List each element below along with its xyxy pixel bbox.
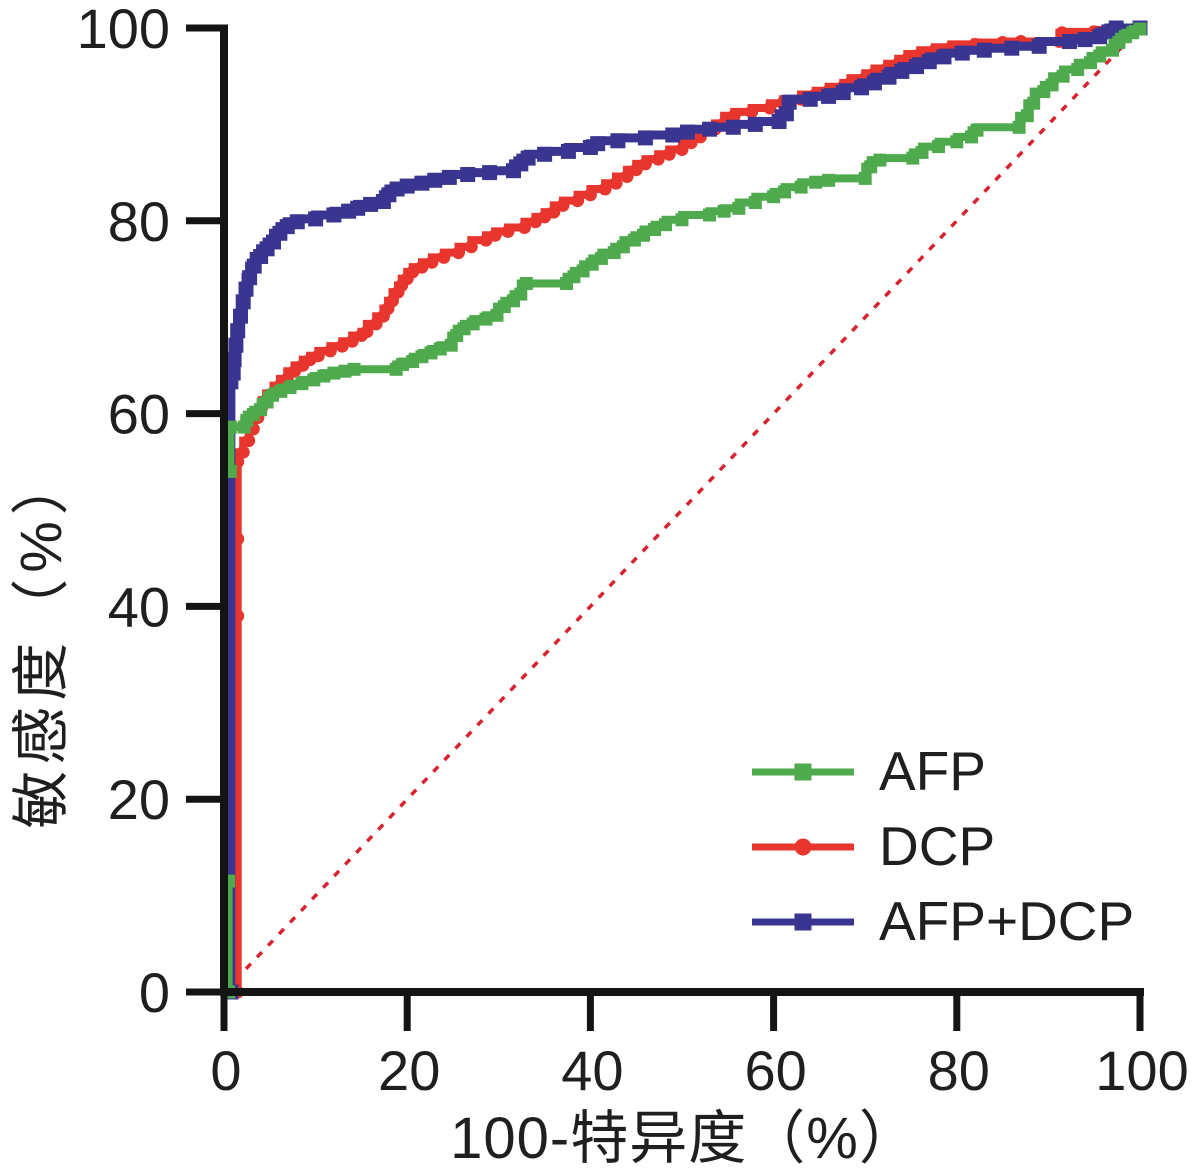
y-tick-label-80: 80 bbox=[108, 190, 170, 253]
legend-item-1: DCP bbox=[752, 809, 1134, 884]
legend-label-afp: AFP bbox=[879, 740, 986, 802]
y-tick-label-100: 100 bbox=[77, 0, 170, 60]
y-axis-title: 敏感度（%） bbox=[9, 451, 74, 829]
y-tick-label-40: 40 bbox=[108, 575, 170, 638]
legend-swatch-afp bbox=[752, 761, 854, 783]
afp-dcp-markers bbox=[223, 20, 1148, 1000]
y-tick-label-0: 0 bbox=[139, 961, 170, 1024]
reference-diagonal-line bbox=[222, 26, 1142, 994]
legend-item-0: AFP bbox=[752, 734, 1134, 809]
x-axis-title: 100-特异度（%） bbox=[450, 1106, 918, 1171]
y-tick-label-60: 60 bbox=[108, 383, 170, 446]
x-tick-label-40: 40 bbox=[561, 1039, 623, 1102]
afp-markers bbox=[222, 22, 1147, 999]
x-tick-label-100: 100 bbox=[1095, 1039, 1188, 1102]
x-tick-label-0: 0 bbox=[210, 1039, 241, 1102]
square-marker-icon bbox=[794, 913, 812, 930]
legend-label-dcp: DCP bbox=[879, 815, 996, 877]
legend-swatch-afp-dcp bbox=[752, 911, 854, 933]
square-marker-icon bbox=[794, 763, 812, 780]
circle-marker-icon bbox=[794, 838, 812, 855]
x-tick-label-60: 60 bbox=[744, 1039, 806, 1102]
y-tick-label-20: 20 bbox=[108, 768, 170, 831]
legend-label-afp-dcp: AFP+DCP bbox=[879, 890, 1135, 952]
legend: AFP DCP AFP+DCP bbox=[752, 734, 1134, 959]
legend-item-2: AFP+DCP bbox=[752, 884, 1134, 959]
x-tick-label-20: 20 bbox=[378, 1039, 440, 1102]
legend-swatch-dcp bbox=[752, 836, 854, 858]
x-tick-label-80: 80 bbox=[928, 1039, 990, 1102]
